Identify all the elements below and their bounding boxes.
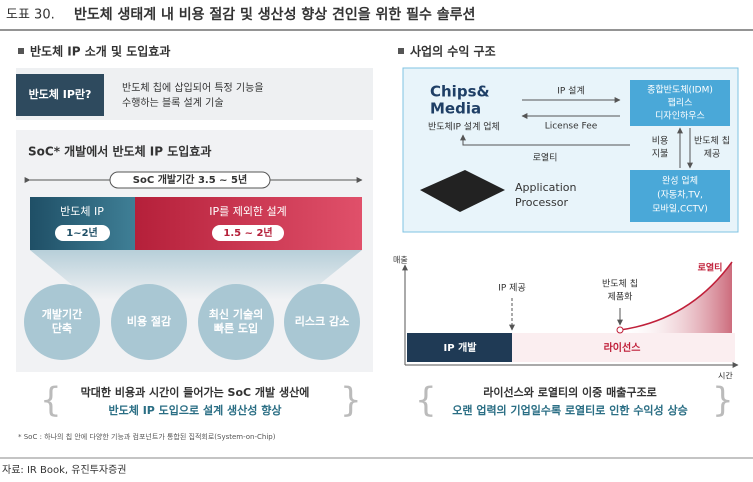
ip-dev-bar [407,333,512,362]
period-pill [109,171,271,189]
left-title: 반도체 IP 소개 및 도입효과 [30,44,170,59]
funnel [30,250,362,300]
x-label: 시간 [718,371,733,381]
arrow [460,134,630,146]
benefit-text: 개발기간 [42,307,82,321]
other-period: 1.5 ~ 2년 [223,226,272,239]
right-summary: 라이선스와 로열티의 이중 매출구조로 [483,385,656,399]
effects-title: SoC* 개발에서 반도체 IP 도입효과 [28,144,211,159]
definition-term: 반도체 IP란? [29,87,92,101]
header-title: 반도체 생태계 내 비용 절감 및 생산성 향상 견인을 위한 필수 솔루션 [74,6,475,23]
royalty: 로열티 [698,262,723,274]
left-summary: 막대한 비용과 시간이 들어가는 SoC 개발 생산에 [81,385,310,399]
brace: } [712,381,734,421]
ip-supply: IP 제공 [498,283,526,294]
definition-text: 수행하는 블록 설계 기술 [122,96,224,109]
processor: Processor [515,196,568,209]
header-label: 도표 30. [6,8,55,23]
commercialization: 반도체 칩 [602,279,638,290]
benefit-text: 비용 절감 [127,314,171,328]
ip-period: 1~2년 [66,226,98,239]
y-label: 매출 [393,255,408,265]
idm: 디자인하우스 [655,111,705,122]
total-period: SoC 개발기간 3.5 ~ 5년 [133,173,247,186]
benefit-circle [111,284,187,360]
footnote: * SoC : 하나의 칩 안에 다양한 기능과 컴포넌트가 통합된 집적회로(… [18,432,276,441]
pill [55,225,110,241]
logo: Media [430,100,481,118]
benefit-text: 리스크 감소 [295,314,349,328]
royalty-flow: 로열티 [533,153,558,164]
idm: 팹리스 [668,98,693,109]
payment: 지불 [652,149,669,160]
ip-label: 반도체 IP [60,205,104,218]
processor: Application [515,181,576,194]
commercialization: 제품화 [608,292,633,303]
chip-supply: 제공 [704,149,721,160]
maker: 완성 업체 [662,176,698,187]
brace: { [415,381,437,421]
ip-design: IP 설계 [557,85,585,97]
maker: (자동차,TV, [657,189,703,201]
other-bar [135,197,362,250]
pill [212,225,284,241]
brace: } [340,381,362,421]
chip [420,170,505,212]
right-summary: 오랜 업력의 기업일수록 로열티로 인한 수익성 상승 [452,403,688,417]
brace: { [40,381,62,421]
benefit-circle [284,284,360,360]
royalty-area [620,262,732,333]
other-label: IP를 제외한 설계 [209,205,287,218]
definition-term-box [16,74,104,116]
benefit-text: 단축 [52,321,72,335]
chip-supply: 반도체 칩 [694,136,730,147]
idm-box [630,80,730,126]
royalty-start [616,326,624,334]
logo: Chips& [430,83,490,101]
license-fee: License Fee [545,122,598,132]
bullet [398,48,404,54]
benefit-circle [24,284,100,360]
license: 라이선스 [604,341,641,354]
ip-bar [30,197,135,250]
benefit-text: 빠른 도입 [214,321,258,335]
license-bar [512,333,735,362]
idm: 종합반도체(IDM) [647,85,713,96]
benefit-circle [198,284,274,360]
maker: 모바일,CCTV) [652,204,707,215]
payment: 비용 [652,136,669,147]
maker-box [630,170,730,222]
source: 자료: IR Book, 유진투자증권 [2,464,126,476]
company: 반도체IP 설계 업체 [428,121,500,133]
bullet [18,48,24,54]
left-summary: 반도체 IP 도입으로 설계 생산성 향상 [109,403,282,417]
ip-dev: IP 개발 [444,341,478,354]
right-title: 사업의 수익 구조 [410,44,496,59]
definition-text: 반도체 칩에 삽입되어 특정 기능을 [122,81,264,94]
royalty-curve [619,261,733,331]
benefit-text: 최신 기술의 [209,307,263,321]
